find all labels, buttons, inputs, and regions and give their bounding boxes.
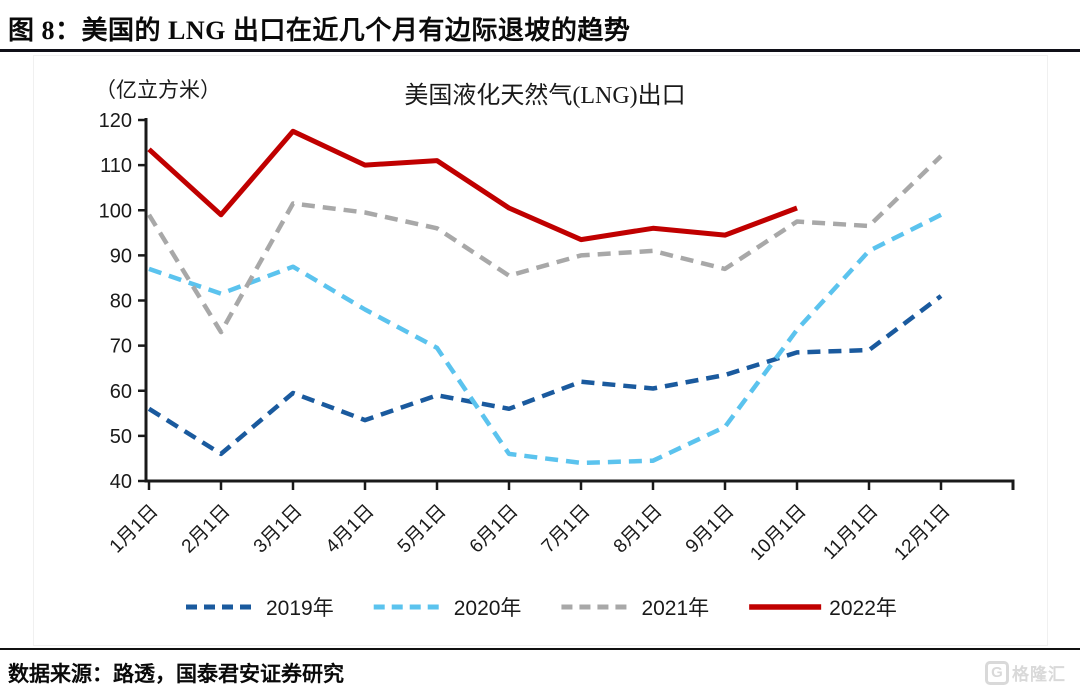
x-tick-label: 3月1日 [250, 501, 307, 558]
chart-frame [33, 55, 1048, 646]
x-tick-label: 4月1日 [322, 501, 379, 558]
x-tick-label: 7月1日 [538, 501, 595, 558]
y-tick-label: 70 [110, 336, 132, 358]
x-tick-label: 6月1日 [466, 501, 523, 558]
figure-title: 图 8：美国的 LNG 出口在近几个月有边际退坡的趋势 [8, 16, 631, 45]
axes [144, 118, 1015, 490]
figure-header: 图 8：美国的 LNG 出口在近几个月有边际退坡的趋势 [0, 0, 1080, 53]
y-tick-label: 110 [100, 155, 132, 177]
y-tick-label: 60 [110, 381, 132, 403]
data-source-text: 数据来源：路透，国泰君安证券研究 [8, 662, 344, 686]
x-tick-label: 12月1日 [890, 501, 954, 565]
x-tick-label: 10月1日 [746, 501, 810, 565]
legend-item-2021年: 2021年 [561, 597, 709, 620]
chart-legend: 2019年 2020年 2021年 2022年 [186, 597, 897, 620]
lng-export-line-chart: （亿立方米） 美国液化天然气(LNG)出口 40 50 60 70 80 90 100 110… [95, 78, 1015, 620]
legend-label: 2021年 [641, 597, 709, 620]
y-tick-label: 80 [110, 291, 132, 313]
x-tick-label: 5月1日 [394, 501, 451, 558]
y-tick-label: 50 [110, 426, 132, 448]
legend-label: 2019年 [266, 597, 334, 620]
series-line-2022年 [147, 128, 798, 243]
legend-label: 2022年 [829, 597, 897, 620]
chart-title: 美国液化天然气(LNG)出口 [404, 82, 685, 109]
y-tick-label: 120 [99, 110, 132, 132]
legend-label: 2020年 [454, 597, 522, 620]
legend-item-2019年: 2019年 [186, 597, 334, 620]
x-tick-label: 8月1日 [610, 501, 667, 558]
series-line-2021年 [147, 154, 943, 335]
x-tick-label: 2月1日 [178, 501, 235, 558]
series-line-2020年 [148, 212, 943, 466]
x-tick-label: 9月1日 [682, 501, 739, 558]
y-tick-label: 100 [99, 200, 132, 222]
legend-item-2020年: 2020年 [373, 597, 522, 620]
header-divider [0, 49, 1080, 52]
y-tick-label: 90 [110, 245, 132, 267]
legend-item-2022年: 2022年 [749, 597, 897, 620]
figure-footer: 数据来源：路透，国泰君安证券研究 G 格隆汇 [0, 648, 1080, 700]
gelonghui-logo-text: 格隆汇 [1012, 665, 1066, 684]
gelonghui-logo: G 格隆汇 [985, 660, 1066, 685]
series-line-2019年 [147, 294, 943, 457]
x-tick-label: 11月1日 [819, 501, 882, 564]
y-tick-label: 40 [110, 471, 132, 493]
plot-area: 40 50 60 70 80 90 100 110 120 1月1日 2月1日 3月1日 4月1日 5月1… [99, 110, 1015, 565]
gelonghui-logo-icon: G [985, 660, 1009, 685]
y-axis-unit-label: （亿立方米） [95, 78, 221, 102]
x-tick-label: 1月1日 [106, 501, 163, 558]
